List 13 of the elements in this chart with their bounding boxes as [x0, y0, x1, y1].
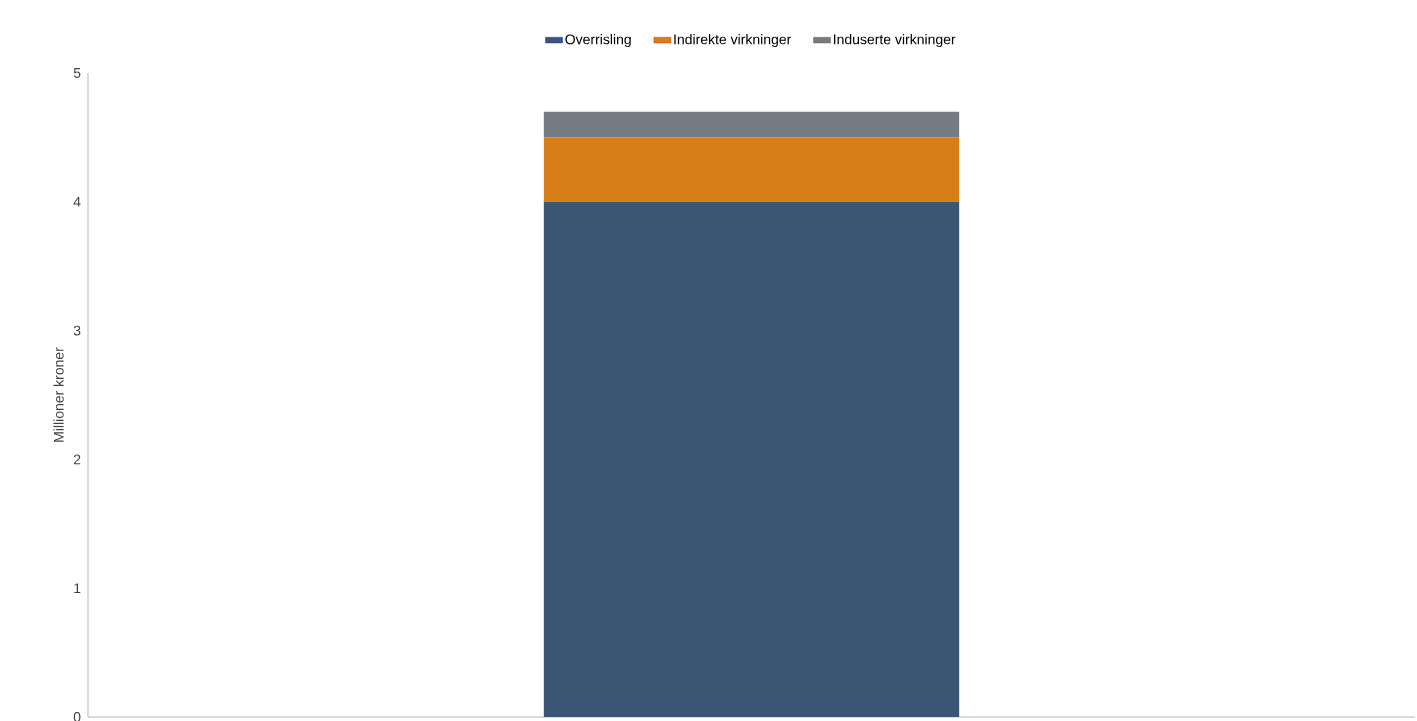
y-tick-label: 4: [73, 196, 81, 207]
y-axis-title: Millioner kroner: [53, 347, 64, 442]
legend-label: Overrisling: [565, 34, 631, 48]
legend-label: Indirekte virkninger: [674, 34, 792, 48]
bar: [543, 111, 960, 138]
bar: [543, 137, 960, 202]
y-tick-label: 5: [73, 68, 81, 78]
bar: [543, 201, 960, 717]
y-tick-label: 2: [73, 454, 81, 465]
y-tick-label: 0: [73, 712, 81, 721]
legend-label: Induserte virkninger: [834, 34, 956, 48]
y-tick-label: 1: [74, 583, 81, 594]
y-tick-label: 3: [73, 325, 81, 336]
